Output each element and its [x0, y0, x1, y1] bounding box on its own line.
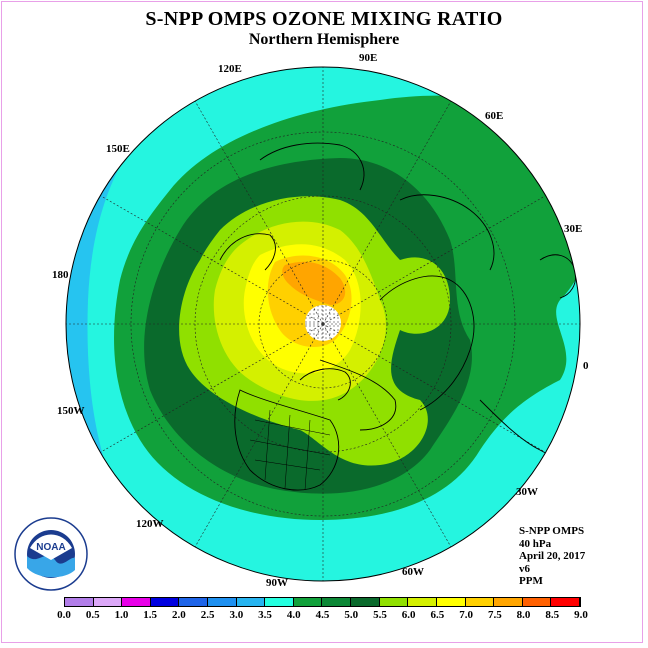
colorbar-swatch — [179, 598, 209, 606]
colorbar-swatch — [322, 598, 352, 606]
colorbar-swatch — [351, 598, 380, 606]
info-instrument: S-NPP OMPS — [519, 525, 585, 537]
colorbar-swatch — [522, 598, 552, 606]
lon-label-120w: 120W — [136, 518, 164, 530]
lon-label-30e: 30E — [564, 223, 583, 235]
colorbar-tick-label: 9.0 — [574, 609, 588, 621]
colorbar-tick-label: 8.5 — [545, 609, 560, 621]
lon-label-60e: 60E — [485, 110, 504, 122]
colorbar-tick-label: 6.5 — [430, 609, 445, 621]
colorbar-swatch — [93, 598, 123, 606]
colorbar-swatch — [408, 598, 437, 606]
colorbar-swatch — [465, 598, 495, 606]
lon-label-90e: 90E — [359, 52, 378, 64]
colorbar-tick-label: 8.0 — [516, 609, 531, 621]
lon-label-60w: 60W — [402, 566, 424, 578]
colorbar-tick-label: 4.0 — [286, 609, 301, 621]
lon-label-180: 180 — [52, 269, 69, 281]
colorbar-tick-label: 2.0 — [172, 609, 186, 621]
ozone-band-7-5 — [282, 261, 346, 305]
meridian-lines — [66, 67, 580, 581]
colorbar-tick-label: 0.0 — [57, 609, 71, 621]
info-units: PPM — [519, 575, 543, 587]
colorbar-tick-label: 5.5 — [373, 609, 387, 621]
colorbar-swatch — [65, 598, 94, 606]
lon-label-30w: 30W — [516, 486, 538, 498]
chart-subtitle: Northern Hemisphere — [248, 31, 400, 48]
colorbar-swatch — [208, 598, 237, 606]
info-date: April 20, 2017 — [519, 550, 586, 562]
colorbar — [64, 597, 581, 607]
colorbar-swatch — [122, 598, 151, 606]
colorbar-tick-label: 0.5 — [85, 609, 100, 621]
colorbar-tick-label: 4.5 — [315, 609, 330, 621]
chart-title: S-NPP OMPS OZONE MIXING RATIO — [145, 8, 503, 30]
noaa-logo: NOAA — [14, 517, 88, 591]
map-border — [65, 66, 581, 582]
lon-label-150e: 150E — [106, 143, 130, 155]
colorbar-tick-label: 7.0 — [459, 609, 473, 621]
colorbar-tick-label: 1.5 — [143, 609, 158, 621]
colorbar-tick-label: 1.0 — [114, 609, 129, 621]
colorbar-swatch — [236, 598, 266, 606]
us-state-lines — [249, 409, 331, 491]
colorbar-swatch — [293, 598, 323, 606]
colorbar-swatch — [150, 598, 180, 606]
lon-label-0: 0 — [583, 360, 589, 372]
info-version: v6 — [519, 562, 530, 575]
colorbar-swatch — [551, 598, 580, 606]
svg-text:NOAA: NOAA — [36, 542, 65, 553]
colorbar-tick-label: 3.0 — [229, 609, 244, 621]
lon-label-150w: 150W — [57, 405, 85, 417]
colorbar-swatch — [436, 598, 466, 606]
colorbar-tick-label: 2.5 — [200, 609, 215, 621]
colorbar-swatch — [379, 598, 409, 606]
lon-label-120e: 120E — [218, 63, 242, 75]
info-block: S-NPP OMPS 40 hPa April 20, 2017 v6 PPM — [519, 525, 585, 588]
colorbar-tick-label: 6.0 — [401, 609, 416, 621]
info-level: 40 hPa — [519, 537, 552, 550]
lon-label-90w: 90W — [266, 577, 288, 589]
colorbar-swatch — [265, 598, 294, 606]
colorbar-swatch — [494, 598, 523, 606]
colorbar-tick-label: 7.5 — [487, 609, 502, 621]
colorbar-tick-label: 3.5 — [258, 609, 272, 621]
colorbar-tick-label: 5.0 — [344, 609, 359, 621]
